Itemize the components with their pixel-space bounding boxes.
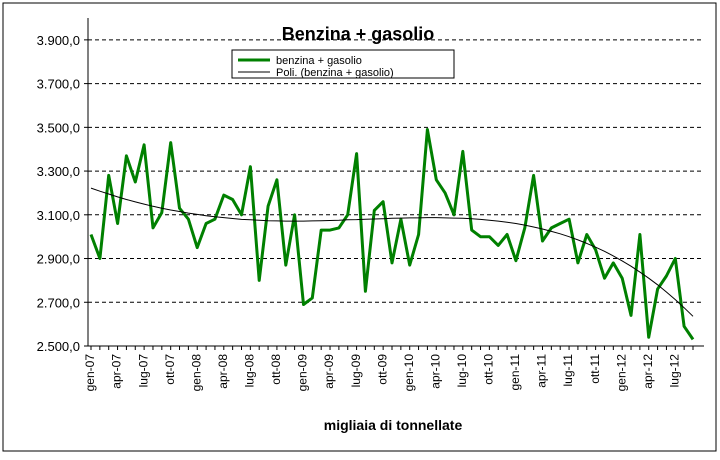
x-tick-label: ott-08 bbox=[269, 354, 283, 385]
x-tick-label: gen-09 bbox=[296, 354, 310, 392]
x-tick-label: lug-10 bbox=[455, 354, 469, 388]
x-tick-label: ott-11 bbox=[588, 354, 602, 384]
legend: benzina + gasolio Poli. (benzina + gasol… bbox=[231, 49, 455, 79]
x-tick-label: lug-07 bbox=[136, 354, 150, 388]
x-tick-label: lug-08 bbox=[243, 354, 257, 388]
x-tick-label: gen-08 bbox=[189, 354, 203, 392]
y-tick-label: 3.500,0 bbox=[37, 120, 80, 135]
y-tick-label: 3.300,0 bbox=[37, 164, 80, 179]
legend-label-series-1: benzina + gasolio bbox=[276, 55, 362, 67]
x-tick-label: lug-12 bbox=[667, 354, 681, 388]
chart-title: Benzina + gasolio bbox=[282, 24, 435, 44]
x-tick-label: ott-10 bbox=[482, 354, 496, 385]
y-tick-label: 3.900,0 bbox=[37, 33, 80, 48]
y-tick-label: 3.100,0 bbox=[37, 208, 80, 223]
gridlines bbox=[88, 39, 704, 303]
x-tick-label: gen-12 bbox=[614, 354, 628, 392]
x-tick-label: gen-11 bbox=[508, 354, 522, 391]
x-tick-label: ott-09 bbox=[375, 354, 389, 385]
x-tick-label: gen-07 bbox=[83, 354, 97, 392]
x-tick-label: apr-12 bbox=[641, 354, 655, 389]
legend-box bbox=[231, 49, 455, 79]
trendline-polynomial bbox=[90, 187, 694, 317]
x-tick-label: apr-09 bbox=[322, 354, 336, 389]
x-tick-label: lug-09 bbox=[349, 354, 363, 388]
legend-label-series-2: Poli. (benzina + gasolio) bbox=[276, 67, 394, 79]
y-tick-label: 2.900,0 bbox=[37, 252, 80, 267]
x-tick-label: apr-08 bbox=[216, 354, 230, 389]
x-axis-label: migliaia di tonnellate bbox=[324, 417, 463, 433]
x-tick-label: apr-10 bbox=[428, 354, 442, 389]
y-axis-ticks: 2.500,0 2.700,0 2.900,0 3.100,0 3.300,0 3.500… bbox=[37, 33, 88, 354]
x-tick-label: lug-11 bbox=[561, 354, 575, 387]
series-group bbox=[89, 128, 695, 341]
y-tick-label: 2.500,0 bbox=[37, 339, 80, 354]
x-tick-label: apr-11 bbox=[535, 354, 549, 388]
series-line-benzina-gasolio bbox=[89, 128, 695, 341]
y-tick-label: 2.700,0 bbox=[37, 295, 80, 310]
y-tick-label: 3.700,0 bbox=[37, 77, 80, 92]
x-tick-label: gen-10 bbox=[402, 354, 416, 392]
x-tick-label: ott-07 bbox=[163, 354, 177, 385]
x-tick-label: apr-07 bbox=[110, 354, 124, 389]
x-axis-ticks: gen-07 apr-07 lug-07 ott-07 gen-08 apr-08 lug-… bbox=[83, 346, 694, 392]
